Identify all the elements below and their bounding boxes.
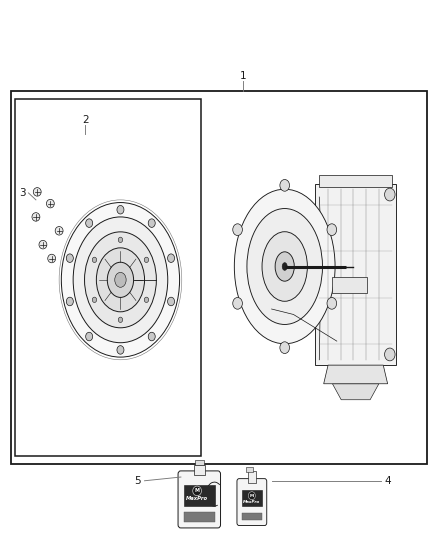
Ellipse shape: [107, 262, 134, 297]
Text: M: M: [250, 494, 254, 498]
Ellipse shape: [234, 189, 335, 344]
Bar: [184, 484, 215, 506]
Ellipse shape: [32, 213, 40, 221]
Bar: [315, 184, 396, 365]
Ellipse shape: [148, 219, 155, 228]
Text: MaxPro: MaxPro: [243, 499, 261, 504]
FancyBboxPatch shape: [178, 471, 221, 528]
Text: 2: 2: [82, 115, 89, 125]
Text: 3: 3: [19, 188, 26, 198]
Ellipse shape: [168, 297, 175, 306]
Ellipse shape: [327, 297, 337, 309]
Ellipse shape: [66, 254, 73, 262]
Ellipse shape: [280, 342, 290, 353]
Ellipse shape: [39, 240, 47, 249]
Ellipse shape: [148, 332, 155, 341]
Bar: [248, 471, 256, 483]
Ellipse shape: [85, 232, 156, 328]
Ellipse shape: [144, 257, 148, 263]
FancyBboxPatch shape: [319, 175, 392, 187]
Text: M: M: [194, 488, 200, 494]
Ellipse shape: [86, 332, 93, 341]
Text: 5: 5: [134, 476, 141, 486]
Ellipse shape: [61, 270, 180, 298]
Circle shape: [385, 348, 395, 361]
Ellipse shape: [280, 180, 290, 191]
Ellipse shape: [117, 205, 124, 214]
Ellipse shape: [248, 491, 255, 500]
Ellipse shape: [233, 224, 242, 236]
Ellipse shape: [118, 317, 123, 322]
Ellipse shape: [33, 188, 41, 196]
Ellipse shape: [92, 257, 97, 263]
Text: 1: 1: [240, 71, 247, 80]
Ellipse shape: [86, 219, 93, 228]
Bar: [11, 91, 427, 464]
Bar: [246, 467, 253, 472]
Bar: [15, 99, 201, 456]
Ellipse shape: [61, 203, 180, 357]
Bar: [194, 464, 205, 475]
Circle shape: [385, 188, 395, 201]
Ellipse shape: [46, 199, 54, 208]
Ellipse shape: [55, 227, 63, 235]
Bar: [184, 513, 215, 522]
Ellipse shape: [193, 486, 201, 496]
Ellipse shape: [48, 254, 56, 263]
Bar: [242, 513, 262, 520]
Ellipse shape: [233, 297, 242, 309]
Ellipse shape: [327, 224, 337, 236]
Ellipse shape: [168, 254, 175, 262]
Ellipse shape: [96, 248, 145, 312]
Ellipse shape: [247, 208, 322, 325]
Ellipse shape: [115, 272, 126, 287]
Bar: [242, 490, 262, 506]
FancyBboxPatch shape: [237, 479, 267, 526]
Bar: [195, 459, 204, 465]
Text: MaxPro: MaxPro: [186, 496, 208, 501]
Ellipse shape: [282, 263, 287, 270]
Ellipse shape: [92, 297, 97, 303]
Ellipse shape: [275, 252, 294, 281]
Ellipse shape: [144, 297, 148, 303]
Ellipse shape: [66, 297, 73, 306]
Polygon shape: [332, 384, 379, 400]
Bar: [332, 277, 367, 293]
Ellipse shape: [73, 217, 168, 343]
Ellipse shape: [118, 237, 123, 243]
Polygon shape: [324, 365, 388, 384]
Text: 4: 4: [384, 476, 391, 486]
Ellipse shape: [262, 232, 307, 301]
Ellipse shape: [117, 345, 124, 354]
